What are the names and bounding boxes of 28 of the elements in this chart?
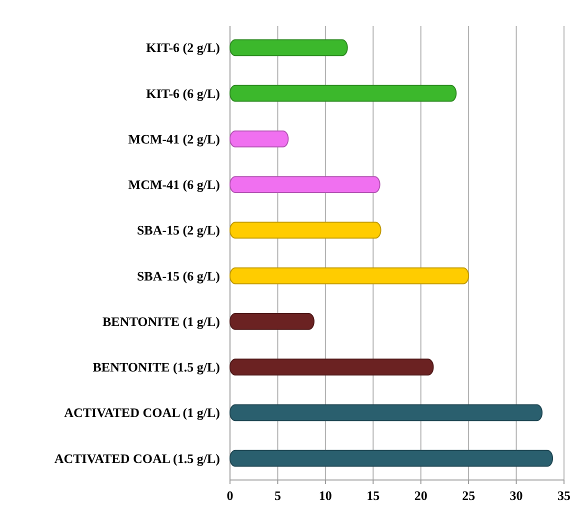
y-tick-label: KIT-6 (2 g/L) [146,40,220,56]
bar [230,130,289,148]
x-tick-label: 10 [318,488,332,503]
bar [230,450,554,467]
y-tick-label: SBA-15 (6 g/L) [136,268,220,284]
y-tick-label: BENTONITE (1.5 g/L) [92,360,220,375]
x-tick-label: 35 [558,488,571,503]
x-tick-label: 0 [226,488,234,503]
bar [230,176,380,194]
x-tick-label: 30 [510,488,523,503]
x-tick-label: 25 [462,488,476,503]
bar [230,267,470,284]
bar [230,404,543,422]
bar [230,84,457,102]
y-tick-label: ACTIVATED COAL (1 g/L) [64,405,220,420]
y-tick-label: BENTONITE (1 g/L) [102,314,220,329]
y-tick-label: SBA-15 (2 g/L) [136,222,220,238]
bar [230,312,314,330]
y-tick-label: MCM-41 (6 g/L) [128,177,220,192]
x-tick-label: 15 [366,488,380,503]
x-tick-label: 5 [274,488,282,503]
x-tick-label: 20 [414,488,428,503]
bar [230,222,382,239]
bar [230,358,434,376]
bar [230,39,348,56]
y-tick-label: MCM-41 (2 g/L) [128,131,220,146]
y-tick-label: KIT-6 (6 g/L) [146,86,220,101]
y-tick-label: ACTIVATED COAL (1.5 g/L) [54,450,220,466]
